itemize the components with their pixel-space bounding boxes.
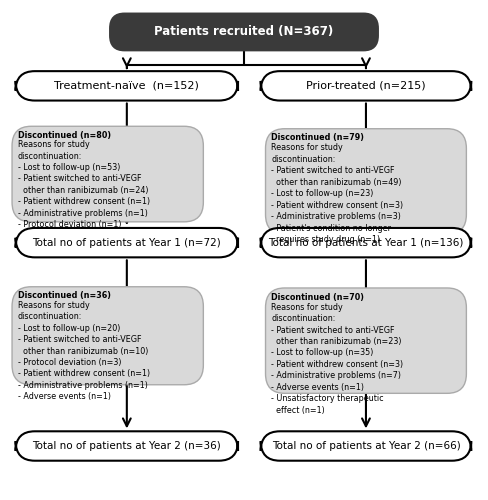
- Text: Prior-treated (n=215): Prior-treated (n=215): [306, 81, 426, 91]
- FancyBboxPatch shape: [16, 432, 238, 460]
- FancyBboxPatch shape: [261, 71, 471, 101]
- Text: Total no of patients at Year 2 (n=66): Total no of patients at Year 2 (n=66): [272, 441, 460, 451]
- Text: Reasons for study
discontinuation:
- Lost to follow-up (n=53)
- Patient switched: Reasons for study discontinuation: - Los…: [18, 140, 150, 229]
- Text: Discontinued (n=36): Discontinued (n=36): [18, 292, 111, 300]
- Text: Reasons for study
discontinuation:
- Patient switched to anti-VEGF
  other than : Reasons for study discontinuation: - Pat…: [271, 302, 404, 414]
- FancyBboxPatch shape: [16, 228, 238, 258]
- Text: Patients recruited (N=367): Patients recruited (N=367): [154, 26, 334, 38]
- FancyBboxPatch shape: [12, 286, 203, 385]
- Text: Reasons for study
discontinuation:
- Lost to follow-up (n=20)
- Patient switched: Reasons for study discontinuation: - Los…: [18, 301, 150, 402]
- Text: Treatment-naïve  (n=152): Treatment-naïve (n=152): [54, 81, 199, 91]
- FancyBboxPatch shape: [265, 288, 467, 394]
- FancyBboxPatch shape: [261, 432, 471, 460]
- Text: Total no of patients at Year 1 (n=136): Total no of patients at Year 1 (n=136): [268, 238, 464, 248]
- FancyBboxPatch shape: [110, 14, 378, 51]
- Text: Discontinued (n=70): Discontinued (n=70): [271, 292, 364, 302]
- Text: Total no of patients at Year 2 (n=36): Total no of patients at Year 2 (n=36): [33, 441, 221, 451]
- Text: Reasons for study
discontinuation:
- Patient switched to anti-VEGF
  other than : Reasons for study discontinuation: - Pat…: [271, 144, 404, 244]
- FancyBboxPatch shape: [12, 126, 203, 222]
- FancyBboxPatch shape: [265, 128, 467, 234]
- FancyBboxPatch shape: [261, 228, 471, 258]
- FancyBboxPatch shape: [16, 71, 238, 101]
- Text: Discontinued (n=80): Discontinued (n=80): [18, 131, 111, 140]
- Text: Discontinued (n=79): Discontinued (n=79): [271, 134, 364, 142]
- Text: Total no of patients at Year 1 (n=72): Total no of patients at Year 1 (n=72): [33, 238, 221, 248]
